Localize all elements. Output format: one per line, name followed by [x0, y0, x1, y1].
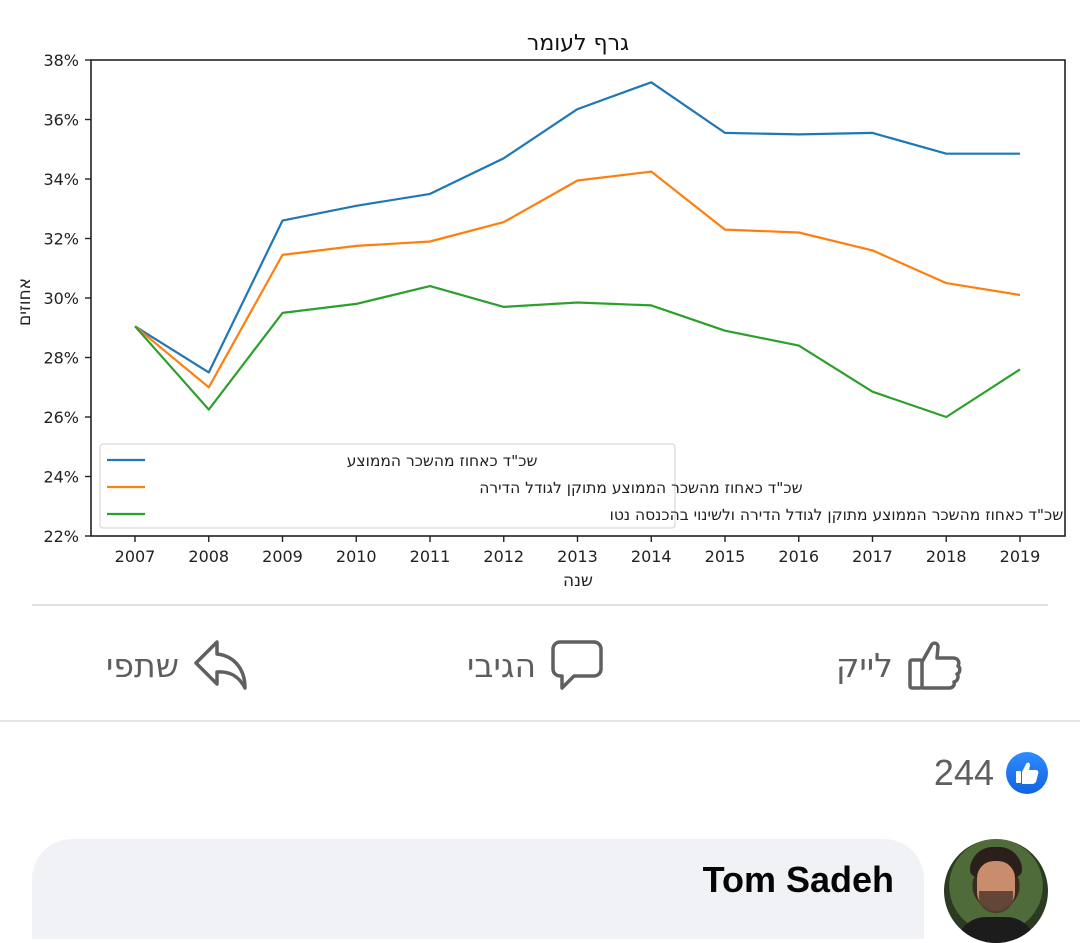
like-reaction-icon	[1006, 752, 1048, 794]
like-label: לייק	[836, 646, 893, 685]
legend-entry: שכ"ד כאחוז מהשכר הממוצע	[347, 452, 538, 470]
x-tick-label: 2008	[188, 547, 229, 566]
reaction-count: 244	[934, 752, 994, 794]
x-tick-label: 2016	[778, 547, 819, 566]
chart-image: גרף לעומר 22% 24% 26% 28% 30% 32% 34% 36% 38% 2007…	[0, 0, 1080, 600]
post-action-bar: שתפי הגיבי לייק	[0, 620, 1080, 710]
x-tick-label: 2019	[1000, 547, 1041, 566]
x-tick-label: 2011	[410, 547, 451, 566]
series-line-2	[135, 172, 1020, 388]
avatar[interactable]	[944, 839, 1048, 943]
divider	[0, 720, 1080, 722]
x-tick-label: 2007	[115, 547, 156, 566]
x-tick-label: 2010	[336, 547, 377, 566]
legend-entry: שכ"ד כאחוז מהשכר הממוצע מתוקן לגודל הדיר…	[479, 479, 802, 497]
chart-title: גרף לעומר	[527, 31, 629, 56]
share-label: שתפי	[106, 646, 179, 685]
comment-author[interactable]: Tom Sadeh	[703, 859, 894, 901]
y-tick-label: 32%	[43, 230, 79, 249]
y-tick-label: 24%	[43, 468, 79, 487]
y-tick-label: 30%	[43, 289, 79, 308]
reaction-summary[interactable]: 244	[934, 752, 1048, 794]
share-icon	[193, 638, 249, 692]
x-tick-label: 2014	[631, 547, 672, 566]
comment-icon	[550, 639, 604, 691]
comment-label: הגיבי	[467, 646, 536, 685]
y-tick-label: 26%	[43, 408, 79, 427]
divider	[32, 604, 1048, 606]
x-tick-label: 2009	[262, 547, 303, 566]
share-button[interactable]: שתפי	[106, 620, 249, 710]
like-button[interactable]: לייק	[836, 620, 963, 710]
thumbs-up-icon	[907, 638, 963, 692]
y-axis-label: אחוזים	[15, 278, 35, 326]
x-tick-label: 2013	[557, 547, 598, 566]
x-tick-label: 2012	[483, 547, 524, 566]
y-tick-label: 36%	[43, 111, 79, 130]
x-tick-label: 2015	[705, 547, 746, 566]
x-tick-label: 2017	[852, 547, 893, 566]
line-chart: גרף לעומר 22% 24% 26% 28% 30% 32% 34% 36% 38% 2007…	[0, 0, 1080, 600]
y-tick-label: 34%	[43, 170, 79, 189]
x-tick-label: 2018	[926, 547, 967, 566]
legend-entry: שכ"ד כאחוז מהשכר הממוצע מתוקן לגודל הדיר…	[610, 506, 1064, 524]
y-tick-label: 22%	[43, 527, 79, 546]
comment-bubble[interactable]: Tom Sadeh	[32, 839, 924, 939]
x-axis-label: שנה	[563, 571, 593, 591]
y-tick-label: 38%	[43, 51, 79, 70]
series-line-1	[135, 82, 1020, 372]
comment-button[interactable]: הגיבי	[467, 620, 604, 710]
series-line-3	[135, 286, 1020, 417]
y-tick-label: 28%	[43, 349, 79, 368]
